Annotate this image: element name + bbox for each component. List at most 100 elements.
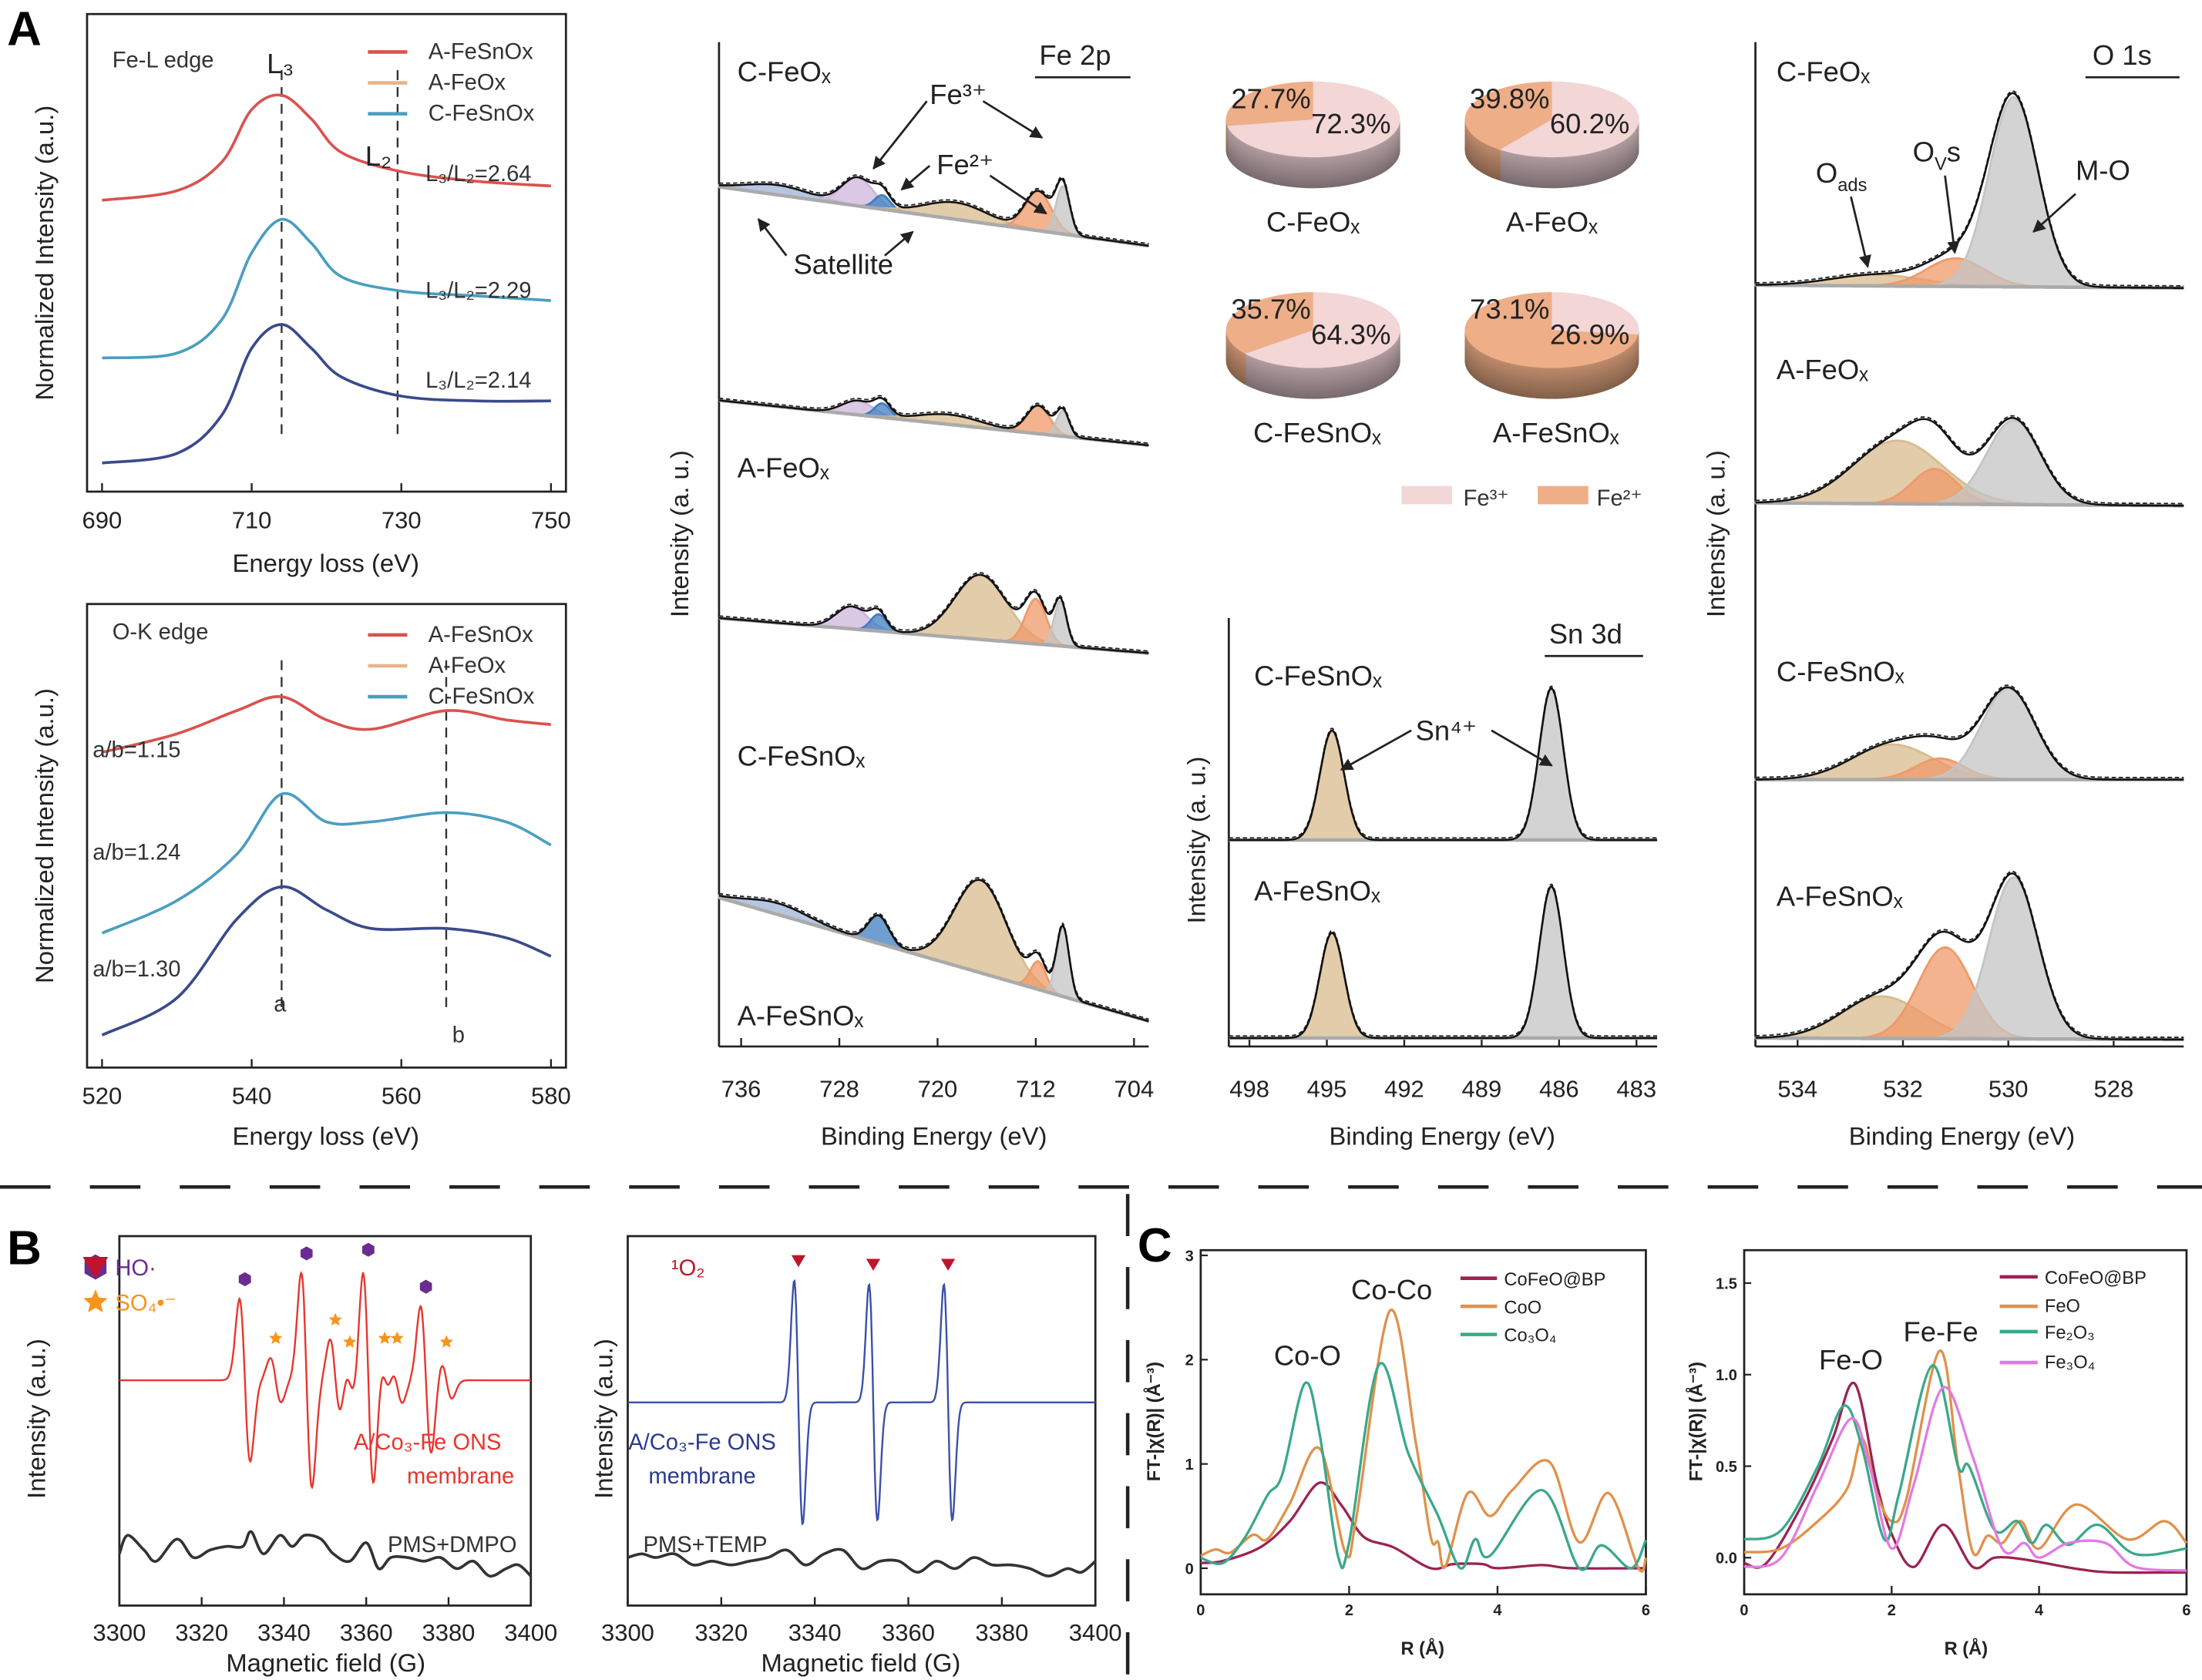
raw-data-line [718,572,1149,652]
triangle-marker-icon [791,1255,806,1268]
series-line-1 [101,791,552,935]
sample-label: A/Co₃-Fe ONS [354,1430,502,1455]
x-axis-title: Energy loss (eV) [233,549,419,577]
x-tick-label: 704 [1114,1076,1155,1103]
x-tick-label: 528 [2094,1076,2134,1103]
envelope-line [718,879,1149,1023]
star-marker-icon [328,1312,342,1326]
pie-slice-fe2 [1464,81,1552,150]
spectrum-label: A-FeSnOₓ [738,1000,864,1032]
fit-component [1229,687,1658,842]
raw-data-line [1229,685,1658,839]
plot-frame [1199,1248,1647,1596]
x-tick-label: 3400 [1069,1619,1122,1646]
spectrum-3 [718,876,1150,1023]
x-tick-label: 730 [382,506,422,533]
epr-dmpo-panel: HO· SO₄•⁻ A/Co₃-Fe ONS membrane PMS+DMPO… [22,1256,516,1677]
x-tick-label: 4 [2035,1602,2044,1619]
pie-slice-fe3 [1551,292,1639,335]
x-tick-label: 6 [2182,1602,2190,1619]
y-tick-label: 2 [1185,1352,1194,1369]
pie-chart: 73.1%26.9% [1464,292,1639,399]
legend-entry: Fe₂O₃ [2045,1323,2095,1343]
raw-data-line [1229,883,1658,1037]
fit-component [718,573,1149,654]
x-tick-label: 560 [382,1083,422,1110]
x-tick-label: 3300 [601,1619,654,1646]
annotation-ovs: OVs [1913,136,1961,175]
legend-swatch-fe3 [1401,486,1453,505]
plot-frame [627,1235,1097,1607]
sn-3d-panel: Sn 3d C-FeSnOₓ A-FeSnOₓ Sn⁴⁺ Binding Ene… [1182,618,1643,1151]
series-line-1 [1743,1349,2188,1557]
panel-label-a: A [7,2,42,55]
legend-entry-1o2: ¹O₂ [671,1256,705,1281]
x-tick-label: 750 [531,506,571,533]
spectrum-0 [1229,685,1658,842]
annotation-m-o: M-O [2076,154,2130,186]
pie-slice-fe2 [1464,292,1639,368]
series-line-0 [627,1547,1097,1578]
x-tick-label: 532 [1883,1076,1923,1103]
x-tick-label: 710 [232,506,272,533]
legend-entry-ho: HO· [115,1256,156,1281]
x-tick-label: 3320 [694,1619,748,1646]
x-tick-label: 3300 [92,1619,146,1646]
hexagon-marker-icon [238,1272,251,1287]
fe2p-axes: 736 728 720 712 704 [718,42,1155,1103]
y-axis-title: Intensity (a. u.) [665,450,694,617]
spectrum-label: A-FeOₓ [1777,354,1868,385]
annotation-arrows [757,100,1047,257]
x-axis-title: Energy loss (eV) [233,1122,419,1151]
x-tick-label: 3380 [975,1619,1028,1646]
envelope-line [1755,872,2184,1041]
pie-panel: C-FeOₓ A-FeOₓ C-FeSnOₓ A-FeSnOₓ Fe³⁺ Fe²… [1253,207,1642,511]
ratio-label: a/b=1.24 [92,841,180,865]
series-line-3 [1743,1386,2187,1572]
ratio-label: a/b=1.30 [92,957,180,982]
b2-axes: 3300 3320 3340 3360 3380 3400 [601,1235,1122,1646]
x-tick-label: 6 [1642,1602,1650,1619]
pie-label: A-FeOₓ [1506,207,1598,238]
spectrum-2 [718,572,1149,655]
pie-slice-fe2 [1225,292,1313,354]
hexagon-marker-icon [419,1279,432,1294]
pie-slice-fe3 [1499,81,1639,158]
x-axis-title: Binding Energy (eV) [1849,1122,2075,1151]
pie-chart: 27.7%72.3% [1225,81,1400,189]
legend-entry: A-FeSnOx [429,623,533,647]
x-tick-label: 492 [1384,1076,1424,1103]
y-axis-title: Normalized Intensity (a.u.) [30,688,59,983]
x-tick-label: 690 [82,506,123,533]
peak-label-b: b [452,1023,465,1047]
x-tick-label: 520 [82,1083,123,1110]
fit-component [1229,729,1658,842]
spectrum-label: C-FeOₓ [1777,56,1870,88]
envelope-line [1755,686,2184,781]
ok-axes: 520 540 560 580 [82,603,571,1110]
spectrum-label: A-FeSnOₓ [1254,875,1380,906]
ratio-label: L₃/L₂=2.64 [425,162,531,186]
control-label: PMS+TEMP [644,1533,768,1557]
legend-entry: Fe²⁺ [1597,486,1642,511]
legend-entry: A-FeOx [429,654,506,678]
legend-entry: Fe³⁺ [1464,486,1509,511]
peak-label-a: a [274,992,287,1016]
series-line-1 [1200,1308,1648,1573]
series-line-0 [102,695,551,754]
y-axis-title: FT-|χ(R)| (Å⁻³) [1143,1362,1165,1481]
series-line-1 [102,217,551,360]
fit-component [1755,96,2184,290]
x-tick-label: 0 [1740,1602,1748,1619]
spectrum-label: C-FeSnOₓ [1777,656,1904,687]
raw-data-line [1755,870,2184,1039]
x-tick-label: 498 [1229,1076,1269,1103]
plot-frame [118,1235,533,1607]
star-marker-icon [390,1331,404,1344]
legend-entry: CoFeO@BP [2045,1268,2147,1289]
sample-label: membrane [407,1464,514,1489]
pie-chart: 35.7%64.3% [1225,292,1400,399]
triangle-marker-icon [866,1258,881,1272]
x-tick-label: 489 [1462,1076,1502,1103]
series-line-2 [101,885,552,1037]
